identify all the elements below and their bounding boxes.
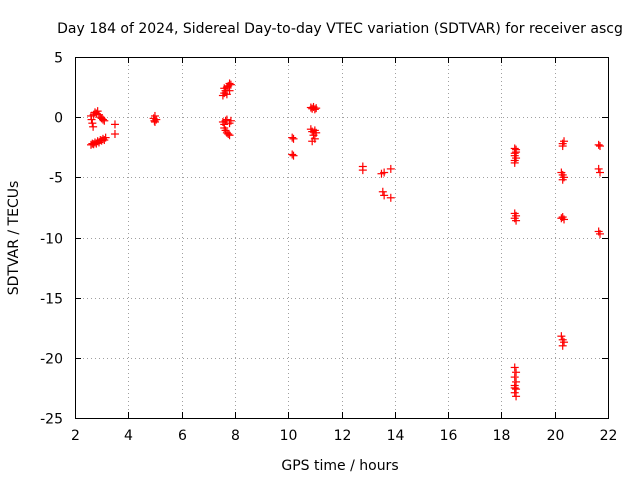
- x-tick-label: 12: [334, 428, 352, 444]
- data-point: [225, 131, 234, 140]
- y-tick-label: -20: [40, 352, 63, 368]
- data-point: [380, 168, 389, 177]
- data-point: [110, 130, 119, 139]
- data-point: [557, 214, 566, 223]
- data-point: [594, 140, 603, 149]
- x-tick-label: 8: [231, 428, 240, 444]
- data-point: [152, 115, 161, 124]
- y-tick-label: 0: [54, 111, 63, 127]
- data-point: [594, 164, 603, 173]
- data-point: [225, 79, 234, 88]
- y-tick-label: 5: [54, 51, 63, 67]
- y-axis-title: SDTVAR / TECUs: [6, 181, 22, 296]
- data-point: [312, 104, 321, 113]
- data-point: [596, 168, 605, 177]
- data-point: [558, 175, 567, 184]
- chart-title: Day 184 of 2024, Sidereal Day-to-day VTE…: [57, 21, 623, 37]
- data-point: [88, 119, 97, 128]
- data-point: [150, 116, 159, 125]
- data-point: [225, 86, 234, 95]
- data-point: [512, 377, 521, 386]
- data-point: [100, 116, 109, 125]
- y-tick-label: -5: [49, 171, 63, 187]
- data-points: [86, 79, 605, 401]
- data-point: [512, 368, 521, 377]
- data-point: [93, 107, 102, 116]
- data-point: [510, 158, 519, 167]
- x-tick-label: 2: [71, 428, 80, 444]
- data-point: [386, 164, 395, 173]
- x-tick-label: 10: [280, 428, 298, 444]
- x-tick-label: 4: [124, 428, 133, 444]
- data-point: [98, 115, 107, 124]
- y-tick-label: -25: [40, 412, 63, 428]
- data-point: [288, 150, 297, 159]
- data-point: [512, 392, 521, 401]
- data-point: [226, 116, 235, 125]
- x-tick-label: 18: [493, 428, 511, 444]
- data-point: [380, 191, 389, 200]
- data-point: [512, 148, 521, 157]
- data-point: [224, 130, 233, 139]
- y-tick-label: -10: [40, 232, 63, 248]
- data-point: [89, 122, 98, 131]
- data-point: [87, 115, 96, 124]
- data-point: [310, 105, 319, 114]
- x-tick-label: 16: [440, 428, 458, 444]
- data-point: [560, 137, 569, 146]
- data-point: [310, 126, 319, 135]
- data-point: [308, 137, 317, 146]
- data-point: [512, 385, 521, 394]
- grid: [75, 57, 608, 418]
- x-tick-label: 14: [387, 428, 405, 444]
- data-point: [560, 338, 569, 347]
- data-point: [289, 151, 298, 160]
- data-point: [510, 383, 519, 392]
- plot-frame: [75, 57, 609, 419]
- y-tick-label: -15: [40, 292, 63, 308]
- data-point: [386, 193, 395, 202]
- data-point: [510, 363, 519, 372]
- data-point: [558, 142, 567, 151]
- data-point: [289, 134, 298, 143]
- x-tick-label: 22: [600, 428, 618, 444]
- data-point: [596, 142, 605, 151]
- data-point: [558, 341, 567, 350]
- data-point: [378, 187, 387, 196]
- x-axis-title: GPS time / hours: [281, 458, 398, 474]
- data-point: [110, 120, 119, 129]
- data-point: [226, 80, 235, 89]
- x-tick-label: 20: [547, 428, 565, 444]
- data-point: [512, 216, 521, 225]
- data-point: [358, 166, 367, 175]
- data-point: [557, 332, 566, 341]
- data-point: [596, 229, 605, 238]
- x-tick-label: 6: [178, 428, 187, 444]
- data-point: [510, 373, 519, 382]
- data-point: [288, 133, 297, 142]
- data-point: [101, 133, 110, 142]
